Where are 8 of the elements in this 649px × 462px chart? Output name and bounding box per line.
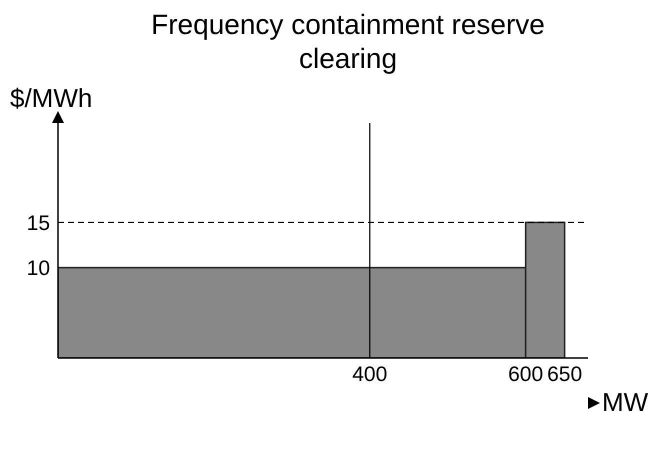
chart-title: Frequency containment reserve clearing (150, 8, 546, 76)
x-axis-title: MW (602, 387, 648, 418)
y-tick-label: 15 (26, 212, 50, 235)
x-tick-label: 400 (352, 362, 388, 386)
x-tick-label: 600 (508, 362, 544, 386)
y-axis-title: $/MWh (10, 83, 92, 114)
y-tick-label: 10 (26, 257, 50, 280)
x-tick-label: 650 (547, 362, 582, 386)
